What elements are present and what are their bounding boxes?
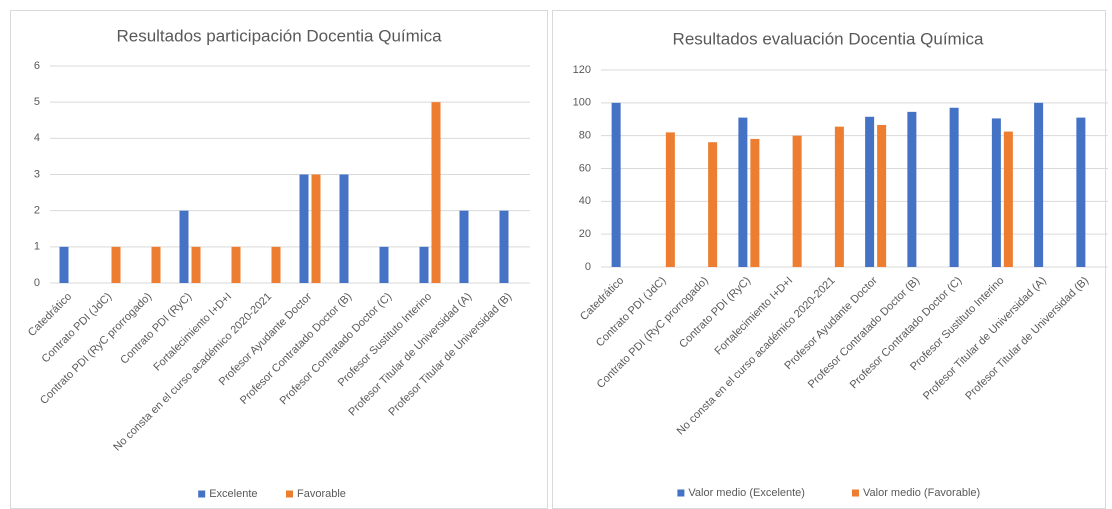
legend-label: Excelente — [209, 488, 257, 500]
bar — [191, 246, 201, 283]
bar — [431, 102, 441, 284]
bar — [339, 174, 349, 283]
chart-frame — [552, 10, 1106, 509]
bar — [111, 246, 121, 283]
legend-swatch — [677, 489, 685, 497]
legend-swatch — [852, 489, 859, 497]
bar — [991, 118, 1001, 267]
y-tick-label: 20 — [579, 228, 591, 240]
legend-swatch — [198, 490, 206, 498]
y-tick-label: 2 — [34, 205, 40, 217]
bar — [949, 107, 959, 267]
y-tick-label: 100 — [573, 97, 591, 109]
y-tick-label: 6 — [34, 60, 40, 72]
bar — [865, 116, 875, 267]
bar — [877, 124, 887, 267]
legend-label: Valor medio (Excelente) — [688, 487, 805, 499]
bar — [379, 246, 389, 283]
y-tick-label: 1 — [34, 241, 40, 253]
y-tick-label: 120 — [573, 64, 591, 76]
bar — [271, 246, 281, 283]
bar — [907, 111, 917, 267]
y-tick-label: 0 — [34, 277, 40, 289]
bar — [179, 210, 189, 283]
y-tick-label: 40 — [579, 195, 591, 207]
y-tick-label: 5 — [34, 96, 40, 108]
bar — [311, 174, 321, 283]
bar — [750, 138, 760, 267]
bar — [299, 174, 309, 283]
bar — [59, 246, 69, 283]
bar — [611, 102, 621, 267]
bar — [231, 246, 241, 283]
legend-label: Valor medio (Favorable) — [863, 487, 980, 499]
chart-title: Resultados evaluación Docentia Química — [673, 29, 984, 48]
legend-swatch — [286, 490, 293, 498]
chart-title: Resultados participación Docentia Químic… — [116, 26, 442, 45]
bar — [1076, 117, 1086, 267]
bar — [738, 117, 748, 267]
y-tick-label: 80 — [579, 130, 591, 142]
bar — [151, 246, 161, 283]
y-tick-label: 3 — [34, 168, 40, 180]
y-tick-label: 4 — [34, 132, 40, 144]
bar — [1003, 131, 1013, 267]
bar — [665, 132, 675, 267]
bar — [834, 126, 844, 267]
bar — [459, 210, 469, 283]
legend-label: Favorable — [297, 488, 346, 500]
bar — [1034, 102, 1044, 267]
bar — [708, 142, 718, 267]
y-tick-label: 0 — [585, 261, 591, 273]
bar — [792, 135, 802, 267]
y-tick-label: 60 — [579, 162, 591, 174]
bar — [499, 210, 509, 283]
bar — [419, 246, 429, 283]
